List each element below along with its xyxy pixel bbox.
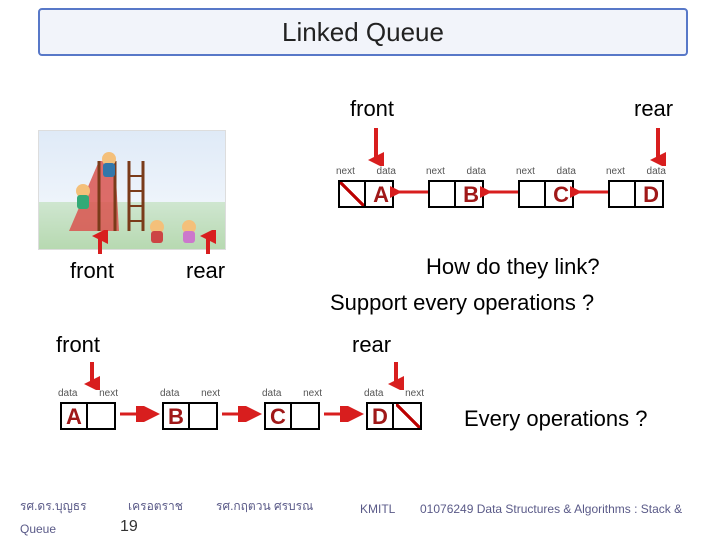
top-link-arrow-2 [570,184,610,205]
node-letter: A [66,404,82,430]
node-letter: C [270,404,286,430]
cap-data: data [262,388,281,399]
top-down-arrow-1 [650,126,666,171]
node-letter: B [168,404,184,430]
top-node-D: next data D [608,180,664,208]
node-letter: D [643,182,659,208]
footer-page-number: 19 [120,518,138,536]
cap-next: next [516,166,535,177]
playground-illustration [38,130,226,250]
bot-link-arrow-0 [118,406,160,427]
top-rear-label: rear [634,96,673,122]
how-link-text: How do they link? [426,254,600,280]
cap-next: next [405,388,424,399]
cap-next: next [606,166,625,177]
footer-item-3: KMITL [360,502,395,516]
cap-next: next [303,388,322,399]
bot-node-D: data next D [366,402,422,430]
node-letter: C [553,182,569,208]
footer-queue-label: Queue [20,522,56,536]
cap-data: data [58,388,77,399]
footer-item-1: เครอตราช [128,497,183,516]
bot-front-label: front [56,332,100,358]
bot-node-C: data next C [264,402,320,430]
every-q-text: Every operations ? [464,406,647,432]
cap-data: data [364,388,383,399]
slide-title-box: Linked Queue [38,8,688,56]
cap-next: next [336,166,355,177]
bot-node-A: data next A [60,402,116,430]
bot-link-arrow-2 [322,406,364,427]
playground-rear-label: rear [186,258,225,284]
cap-data: data [377,166,396,177]
node-letter: B [463,182,479,208]
top-front-label: front [350,96,394,122]
cap-next: next [201,388,220,399]
bot-down-arrow-0 [84,360,100,395]
node-letter: A [373,182,389,208]
cap-data: data [160,388,179,399]
cap-next: next [99,388,118,399]
top-node-A: next data A [338,180,394,208]
top-down-arrow-0 [368,126,384,171]
bot-node-B: data next B [162,402,218,430]
bot-down-arrow-1 [388,360,404,395]
top-node-C: next data C [518,180,574,208]
bot-rear-label: rear [352,332,391,358]
slide-title: Linked Queue [282,17,444,48]
cap-data: data [647,166,666,177]
playground-front-label: front [70,258,114,284]
top-link-arrow-1 [480,184,520,205]
footer-item-2: รศ.กฤตวน ศรบรณ [216,497,313,516]
top-link-arrow-0 [390,184,430,205]
bot-link-arrow-1 [220,406,262,427]
node-letter: D [372,404,388,430]
cap-data: data [467,166,486,177]
cap-next: next [426,166,445,177]
support-q-text: Support every operations ? [330,290,594,316]
cap-data: data [557,166,576,177]
footer-item-0: รศ.ดร.บุญธร [20,497,87,516]
footer-item-4: 01076249 Data Structures & Algorithms : … [420,502,682,516]
top-node-B: next data B [428,180,484,208]
